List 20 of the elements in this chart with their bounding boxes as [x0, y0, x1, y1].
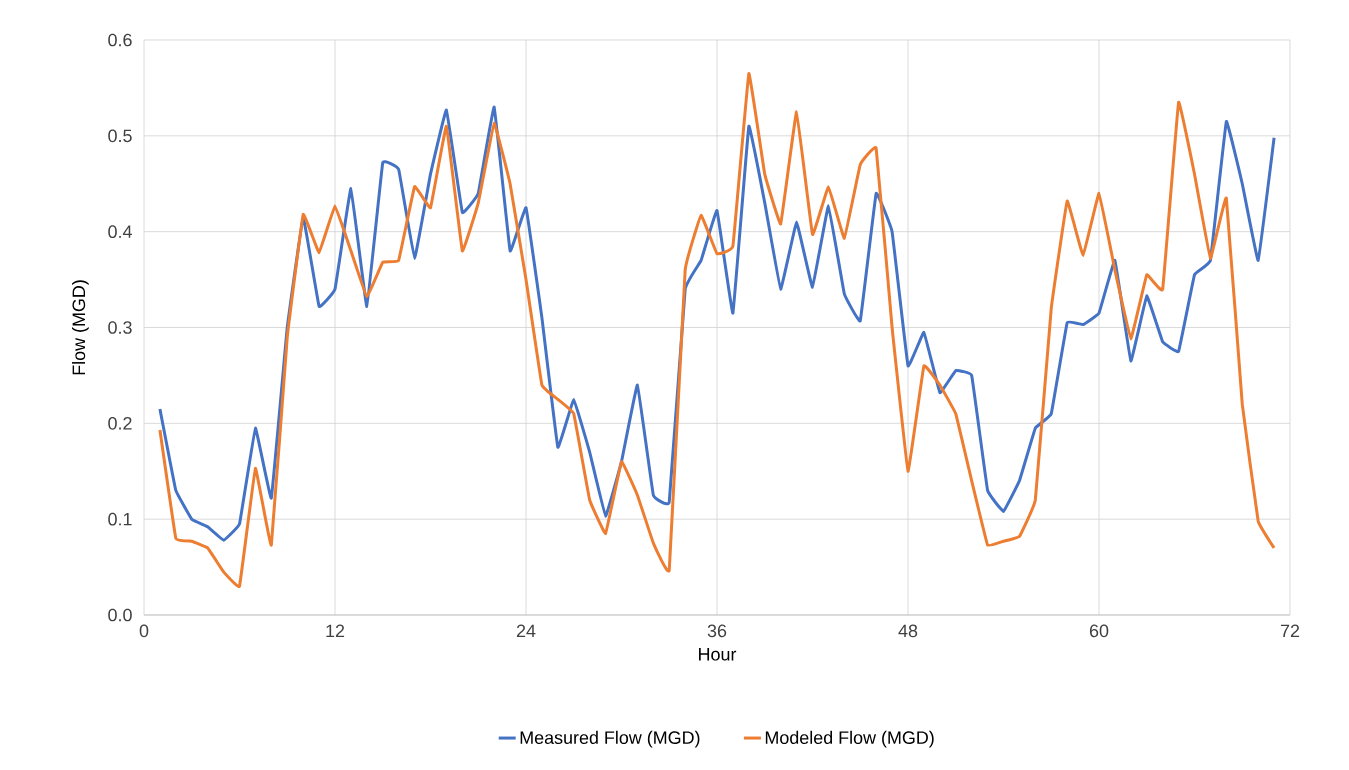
line-series — [158, 72, 1276, 588]
x-tick-label: 60 — [1089, 624, 1109, 638]
y-tick-label: 0.1 — [108, 512, 132, 526]
y-tick-label: 0.4 — [108, 225, 132, 238]
line-series — [158, 105, 1276, 542]
y-tick-label: 0.2 — [108, 416, 132, 430]
y-tick-label: 0.0 — [108, 608, 132, 622]
x-tick-label: 36 — [707, 624, 727, 638]
x-tick-label: 48 — [898, 624, 918, 638]
x-tick-label: 0 — [139, 624, 149, 638]
y-tick-label: 0.5 — [108, 129, 132, 143]
x-tick-label: 72 — [1280, 624, 1300, 638]
x-axis-title: Hour — [699, 648, 737, 661]
legend-label: Measured Flow (MGD) — [520, 730, 700, 748]
x-tick-label: 24 — [516, 624, 536, 638]
y-axis-title: Flow (MGD) — [72, 280, 89, 375]
y-tick-label: 0.6 — [108, 33, 132, 47]
x-tick-label: 12 — [326, 624, 345, 638]
y-tick-label: 0.3 — [108, 321, 132, 334]
legend-label: Modeled Flow (MGD) — [765, 730, 934, 748]
